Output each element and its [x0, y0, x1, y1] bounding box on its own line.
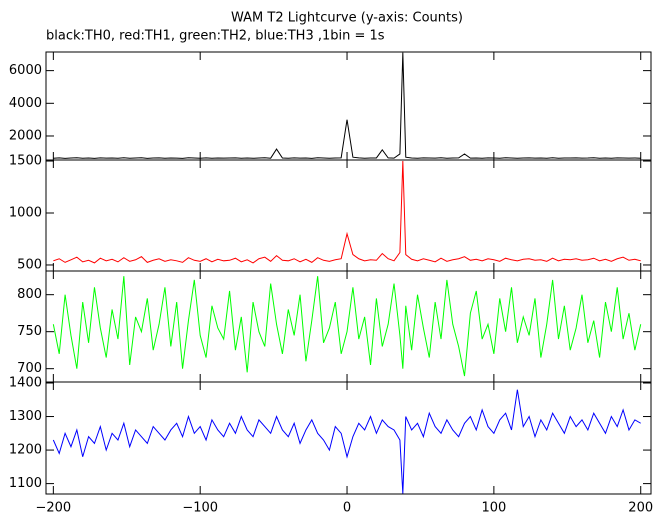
x-tick-label: 200 [628, 501, 653, 515]
y-tick-label: 1200 [9, 443, 42, 458]
panel-frame [45, 51, 652, 161]
data-line [53, 161, 641, 264]
y-tick-label: 1100 [9, 476, 42, 491]
y-tick-label: 1300 [9, 409, 42, 424]
y-tick-label: 1400 [9, 376, 42, 391]
x-tick-label: −100 [182, 501, 218, 515]
y-tick-label: 2000 [9, 128, 42, 143]
y-tick-label: 6000 [9, 63, 42, 78]
y-tick-label: 800 [17, 287, 42, 302]
chart-subtitle: black:TH0, red:TH1, green:TH2, blue:TH3 … [46, 29, 385, 44]
panel-frame [45, 381, 652, 495]
chart-title: WAM T2 Lightcurve (y-axis: Counts) [231, 11, 463, 26]
y-tick-label: 500 [17, 257, 42, 272]
x-tick-label: 100 [481, 501, 506, 515]
y-tick-label: 1500 [9, 154, 42, 169]
data-line [52, 389, 641, 494]
panel-frame [45, 159, 652, 272]
y-tick-label: 750 [17, 324, 42, 339]
data-line [53, 52, 641, 159]
y-tick-label: 1000 [9, 206, 42, 221]
data-line [52, 276, 642, 377]
y-tick-label: 700 [17, 361, 42, 376]
x-tick-label: 0 [343, 501, 351, 515]
y-tick-label: 4000 [9, 96, 42, 111]
x-tick-label: −200 [35, 501, 71, 515]
